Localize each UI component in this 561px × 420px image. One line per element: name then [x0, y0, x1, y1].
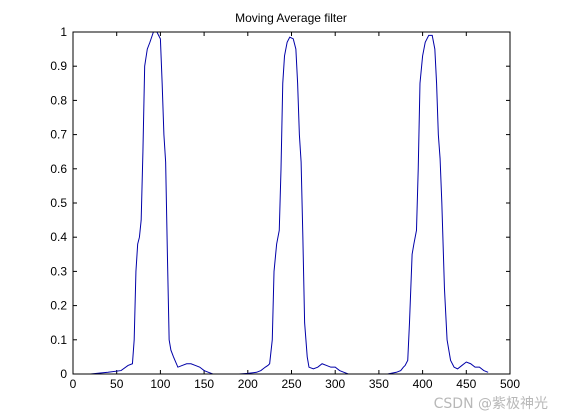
y-tick-label: 0.3 — [50, 264, 67, 278]
series-line — [73, 31, 489, 375]
y-tick-label: 0.2 — [50, 299, 67, 313]
y-tick-label: 0.8 — [50, 93, 67, 107]
x-tick-label: 0 — [70, 377, 77, 391]
y-tick-label: 0.9 — [50, 59, 67, 73]
y-tick-label: 0.7 — [50, 128, 67, 142]
y-tick-label: 0.1 — [50, 333, 67, 347]
tick-labels: 0 50 100 150 200 250 300 350 400 450 500 0 0.1 0.2 0.3… — [50, 25, 520, 391]
x-tick-label: 400 — [413, 377, 433, 391]
y-tick-label: 0 — [60, 367, 67, 381]
chart-title: Moving Average filter — [235, 11, 347, 25]
y-tick-label: 0.5 — [50, 196, 67, 210]
y-tick-label: 0.4 — [50, 230, 67, 244]
x-tick-label: 350 — [369, 377, 389, 391]
y-tick-label: 0.6 — [50, 162, 67, 176]
x-tick-label: 300 — [325, 377, 345, 391]
plot-frame — [72, 31, 511, 375]
x-tick-label: 100 — [150, 377, 170, 391]
x-tick-label: 150 — [194, 377, 214, 391]
x-tick-label: 200 — [238, 377, 258, 391]
x-tick-label: 50 — [110, 377, 124, 391]
watermark-text: CSDN @紫极神光 — [434, 396, 548, 412]
x-tick-label: 250 — [281, 377, 301, 391]
x-tick-label: 500 — [500, 377, 520, 391]
x-tick-label: 450 — [456, 377, 476, 391]
y-tick-label: 1 — [60, 25, 67, 39]
